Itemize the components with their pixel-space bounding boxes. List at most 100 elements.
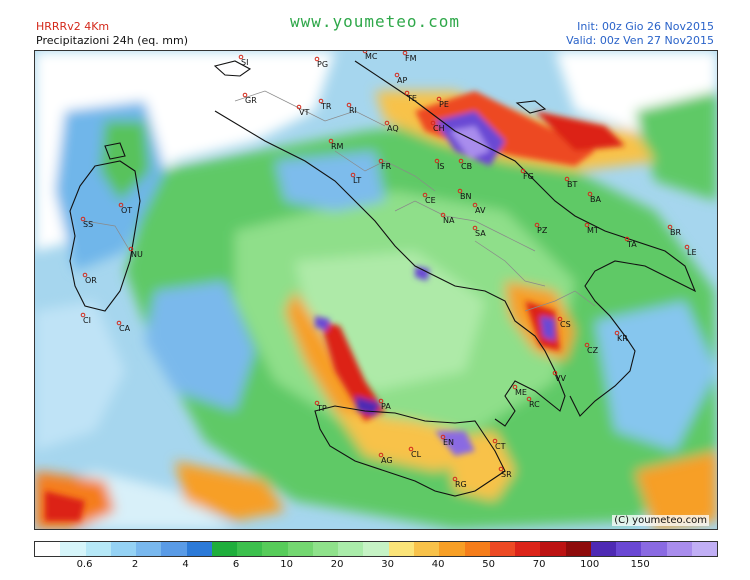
city-marker-icon — [118, 202, 124, 208]
city-ap: AP — [394, 72, 407, 85]
city-markers: SI GR PG VT TR RI RM MC FM AP TE PE CH AQ IS CB FG BT BA FR… — [80, 51, 697, 489]
city-label: FM — [405, 54, 417, 63]
city-pg: PG — [314, 56, 328, 69]
colorbar-cell — [590, 542, 617, 556]
colorbar-cell — [262, 542, 288, 556]
colorbar-cell — [388, 542, 414, 556]
precipitation-map: SI GR PG VT TR RI RM MC FM AP TE PE CH AQ IS CB FG BT BA FR… — [34, 50, 718, 530]
city-marker-icon — [534, 222, 540, 228]
city-label: OR — [85, 276, 97, 285]
city-sr: SR — [498, 466, 512, 479]
city-label: AP — [397, 76, 407, 85]
colorbar-cell — [338, 542, 364, 556]
city-marker-icon — [472, 225, 478, 231]
city-marker-icon — [452, 476, 458, 482]
city-marker-icon — [492, 438, 498, 444]
city-mt: MT — [584, 222, 599, 235]
colorbar-cell — [363, 542, 389, 556]
city-label: ME — [515, 388, 527, 397]
city-marker-icon — [80, 216, 86, 222]
city-marker-icon — [402, 51, 408, 56]
city-pa: PA — [378, 398, 391, 411]
city-marker-icon — [526, 396, 532, 402]
city-marker-icon — [587, 191, 593, 197]
colorbar-cell — [60, 542, 86, 556]
city-label: AQ — [387, 124, 399, 133]
city-marker-icon — [80, 312, 86, 318]
city-me: ME — [512, 384, 527, 397]
city-marker-icon — [296, 104, 302, 110]
city-label: CZ — [587, 346, 599, 355]
colorbar-cell — [413, 542, 440, 556]
city-label: VV — [555, 374, 566, 383]
colorbar-tick-label: 40 — [431, 559, 445, 570]
city-rc: RC — [526, 396, 540, 409]
colorbar-cell — [110, 542, 137, 556]
city-marker-icon — [434, 158, 440, 164]
city-label: AV — [475, 206, 486, 215]
city-marker-icon — [520, 168, 526, 174]
city-marker-icon — [457, 188, 463, 194]
product-name: Precipitazioni 24h (eq. mm) — [36, 34, 188, 47]
city-label: BR — [670, 228, 681, 237]
city-gr: GR — [242, 92, 257, 105]
colorbar-tick-label: 100 — [580, 559, 600, 570]
city-label: RM — [331, 142, 344, 151]
city-bt: BT — [564, 176, 577, 189]
city-rg: RG — [452, 476, 467, 489]
colorbar-cell — [641, 542, 667, 556]
colorbar-tick-label: 0.6 — [76, 559, 93, 570]
colorbar-tick-label: 6 — [232, 559, 240, 570]
colorbar-cell — [287, 542, 313, 556]
city-marker-icon — [318, 98, 324, 104]
city-na: NA — [440, 212, 455, 225]
city-br: BR — [667, 224, 681, 237]
colorbar-cell — [464, 542, 490, 556]
city-label: PA — [381, 402, 391, 411]
colorbar-tick-label: 10 — [280, 559, 293, 570]
city-label: GR — [245, 96, 257, 105]
colorbar-cell — [616, 542, 642, 556]
city-pe: PE — [436, 96, 449, 109]
city-marker-icon — [116, 320, 122, 326]
colorbar-cell — [540, 542, 566, 556]
city-label: PZ — [537, 226, 548, 235]
city-le: LE — [684, 244, 697, 257]
city-tr: TR — [318, 98, 332, 111]
city-label: CT — [495, 442, 506, 451]
city-label: SS — [83, 220, 93, 229]
colorbar-cell — [136, 542, 162, 556]
colorbar-cell — [85, 542, 111, 556]
city-cz: CZ — [584, 342, 599, 355]
colorbar-cell — [312, 542, 339, 556]
city-label: TP — [316, 404, 327, 413]
colorbar-cell — [211, 542, 238, 556]
city-marker-icon — [614, 330, 620, 336]
colorbar-cell — [237, 542, 263, 556]
colorbar-tick-label: 20 — [330, 559, 344, 570]
city-label: BT — [567, 180, 577, 189]
city-label: RG — [455, 480, 467, 489]
city-ba: BA — [587, 191, 601, 204]
site-url[interactable]: www.youmeteo.com — [289, 12, 461, 31]
city-label: BN — [460, 192, 471, 201]
city-label: PE — [439, 100, 449, 109]
city-label: RI — [349, 106, 357, 115]
city-marker-icon — [394, 72, 400, 78]
city-cb: CB — [458, 158, 472, 171]
city-label: AG — [381, 456, 393, 465]
city-ta: TA — [624, 236, 637, 249]
colorbar-cell — [35, 542, 61, 556]
regional-borders — [84, 90, 596, 312]
colorbar-cell — [565, 542, 591, 556]
city-label: TA — [626, 240, 637, 249]
city-marker-icon — [378, 398, 384, 404]
city-marker-icon — [362, 51, 368, 54]
city-fg: FG — [520, 168, 534, 181]
city-label: CE — [425, 196, 436, 205]
city-label: LT — [353, 176, 361, 185]
city-marker-icon — [82, 272, 88, 278]
init-time: Init: 00z Gio 26 Nov2015 — [577, 20, 714, 33]
city-marker-icon — [378, 452, 384, 458]
city-label: LE — [687, 248, 697, 257]
